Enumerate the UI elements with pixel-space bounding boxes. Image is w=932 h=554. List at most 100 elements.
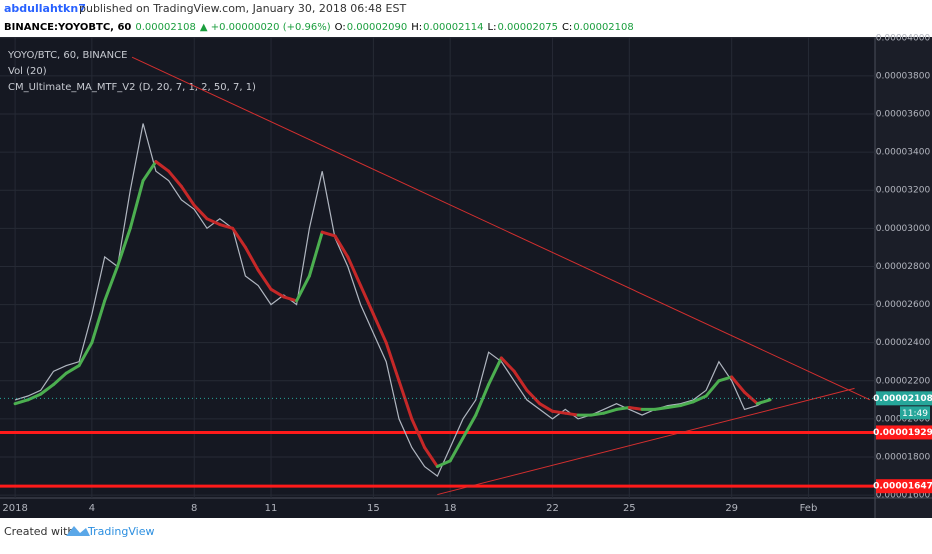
ma-segment	[461, 413, 478, 440]
y-tick-label: 0.00002400	[876, 338, 931, 348]
ma-segment	[742, 390, 759, 406]
ma-segment	[39, 383, 55, 396]
price-tag-label: 0.00002108	[873, 394, 932, 404]
y-tick-label: 0.00001600	[876, 491, 931, 501]
ma-segment	[474, 383, 491, 417]
header-item: ▲ +0.00000020 (+0.96%)	[200, 22, 331, 33]
x-tick-label: 29	[725, 503, 738, 514]
ma-segment	[282, 295, 299, 303]
ma-segment	[384, 341, 401, 383]
x-tick-label: 18	[444, 503, 457, 514]
footer-brand[interactable]: TradingView	[87, 525, 154, 538]
y-tick-label: 0.00001800	[876, 453, 931, 463]
ma-segment	[77, 341, 94, 368]
y-tick-label: 0.00004000	[876, 33, 931, 43]
y-tick-label: 0.00002800	[876, 262, 931, 272]
ma-segment	[730, 375, 746, 394]
ma-segment	[589, 411, 606, 417]
x-tick-label: 4	[89, 503, 95, 514]
ma-segment	[26, 392, 43, 402]
ma-segment	[192, 203, 209, 221]
price-tag	[876, 479, 932, 494]
price-tag	[876, 425, 932, 440]
y-tick-label: 0.00002600	[876, 300, 931, 310]
ma-segment	[423, 445, 439, 469]
ma-segment	[487, 356, 503, 387]
ma-segment	[397, 379, 414, 421]
ma-segment	[359, 284, 375, 316]
ma-segment	[691, 394, 708, 404]
price-tag	[876, 391, 932, 406]
price-tag-label: 0.00001929	[873, 428, 932, 438]
ma-segment	[295, 274, 311, 303]
ma-segment	[538, 402, 555, 413]
legend-entry: Vol (20)	[8, 66, 47, 77]
header-item: 0.00002090	[347, 22, 407, 33]
header-item: BINANCE:YOYOBTC, 60	[4, 22, 131, 33]
y-tick-label: 0.00003800	[876, 71, 931, 81]
countdown-bg	[900, 406, 930, 420]
ma-segment	[64, 364, 81, 375]
ma-segment	[551, 409, 567, 415]
ma-segment	[269, 287, 286, 299]
x-tick-label: 15	[367, 503, 380, 514]
header-item: 0.00002075	[498, 22, 558, 33]
ma-segment	[512, 369, 529, 392]
price-tag-label: 0.00001647	[873, 482, 932, 492]
ma-segment	[90, 299, 107, 345]
x-tick-label: 2018	[2, 503, 27, 514]
header-item: 0.00002108	[573, 22, 633, 33]
header-item: 0.00002108	[135, 22, 195, 33]
y-tick-label: 0.00003600	[876, 109, 931, 119]
ma-segment	[13, 398, 30, 406]
ma-segment	[704, 379, 721, 398]
ma-segment	[653, 405, 670, 411]
ma-segment	[410, 417, 427, 449]
header-item: O:	[335, 22, 346, 33]
ma-segment	[141, 160, 158, 183]
ma-segment	[205, 217, 222, 227]
x-tick-label: 11	[265, 503, 278, 514]
header-item: C:	[562, 22, 572, 33]
header-item: L:	[488, 22, 497, 33]
header-item: 0.00002114	[423, 22, 483, 33]
ma-segment	[115, 226, 132, 268]
ma-segment	[320, 230, 337, 238]
legend-entry: YOYO/BTC, 60, BINANCE	[7, 50, 127, 61]
y-tick-label: 0.00003000	[876, 224, 931, 234]
y-tick-label: 0.00002000	[876, 414, 931, 424]
y-tick-label: 0.00003400	[876, 148, 931, 158]
ma-segment	[448, 436, 465, 463]
tv-logo	[66, 526, 90, 536]
countdown: 11:49	[902, 409, 928, 419]
ma-segment	[243, 245, 260, 272]
ma-segment	[154, 160, 171, 173]
header-item: H:	[411, 22, 422, 33]
y-tick-label: 0.00003200	[876, 186, 931, 196]
x-tick-label: 25	[623, 503, 636, 514]
ma-segment	[231, 226, 247, 249]
ma-segment	[307, 230, 324, 278]
ma-segment	[346, 255, 363, 288]
ma-segment	[128, 179, 145, 230]
ma-segment	[755, 398, 772, 406]
ma-segment	[499, 356, 516, 373]
chart-bg	[0, 37, 932, 518]
ma-segment	[525, 388, 542, 406]
ma-segment	[563, 411, 580, 417]
ma-segment	[51, 371, 68, 387]
trendline	[131, 56, 871, 401]
ma-segment	[678, 400, 695, 408]
ma-segment	[627, 405, 644, 411]
ma-segment	[167, 169, 183, 188]
x-tick-label: 8	[191, 503, 197, 514]
footer-created: Created with	[4, 525, 74, 538]
ma-segment	[103, 264, 119, 303]
author[interactable]: abdullahtkn7	[4, 2, 86, 15]
y-tick-label: 0.00002200	[876, 376, 931, 386]
ma-segment	[602, 407, 619, 415]
trendline	[437, 387, 855, 496]
x-tick-label: Feb	[800, 503, 818, 514]
ma-segment	[333, 234, 350, 259]
